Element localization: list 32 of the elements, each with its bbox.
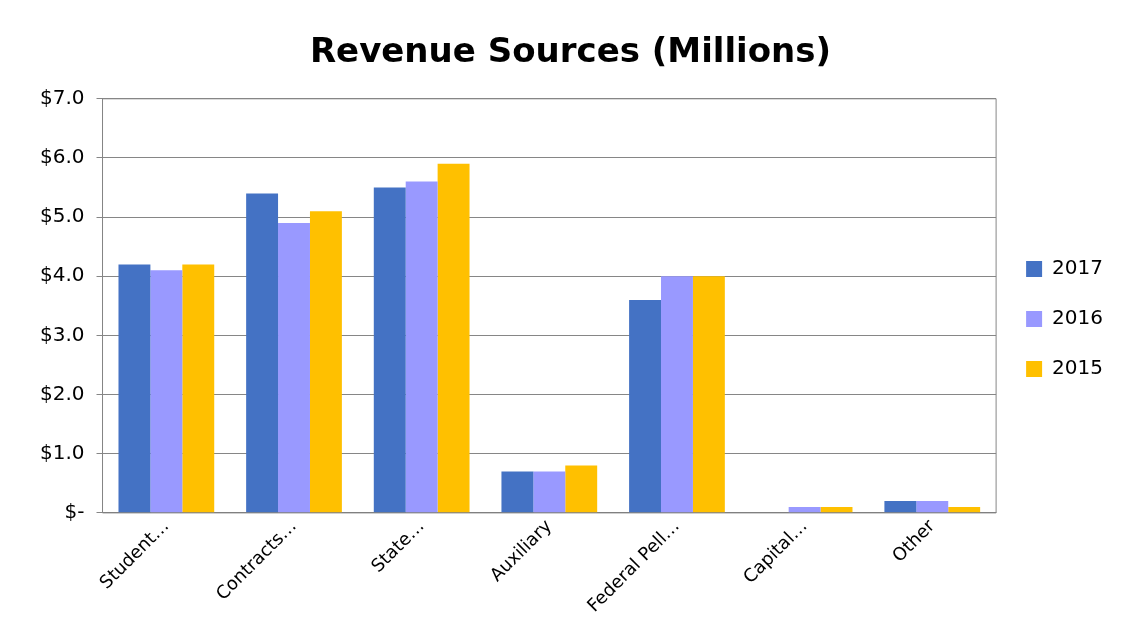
bar [309,211,342,513]
bar [150,270,183,513]
legend-label: 2016 [1052,305,1104,330]
bar [405,181,438,513]
y-tick-label: $2.0 [40,380,85,405]
y-tick-label: $5.0 [40,203,85,228]
legend-label: 2015 [1052,355,1104,380]
bar [437,163,470,513]
bar [118,264,151,513]
chart-title: Revenue Sources (Millions) [309,30,832,71]
bar [182,264,215,513]
y-tick-label: $6.0 [40,144,85,169]
bar [501,471,534,513]
bar [278,223,310,513]
bar [565,465,598,513]
bar [246,193,279,513]
bar [692,276,725,513]
bar [373,187,406,513]
bar [629,299,662,513]
y-tick-label: $4.0 [40,262,85,287]
bar [916,501,949,513]
legend-label: 2017 [1052,255,1104,280]
bar [820,506,853,513]
bar [661,276,693,513]
y-tick-label: $- [64,499,85,524]
bar [788,506,821,513]
y-tick-label: $3.0 [40,321,85,346]
bar [948,506,981,513]
y-tick-label: $7.0 [40,85,85,109]
y-tick-label: $1.0 [40,439,85,464]
bar [533,471,566,513]
bar [884,501,917,513]
